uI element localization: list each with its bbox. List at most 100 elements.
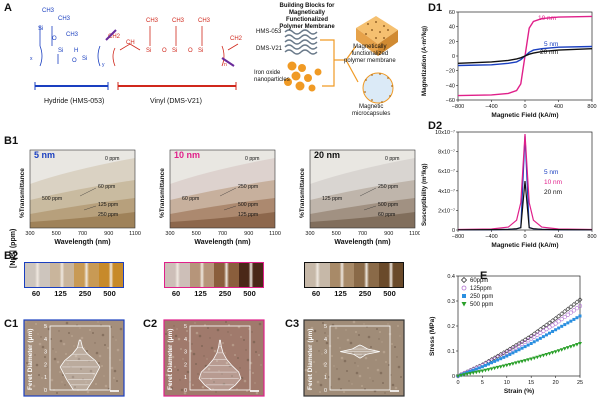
c-texture-dot	[240, 376, 244, 380]
e-marker	[568, 304, 574, 310]
c-texture-dot	[321, 353, 323, 355]
d1-y-title: Magnetization (A·m²/kg)	[421, 26, 428, 96]
e-x-tick: 25	[577, 380, 583, 386]
e-marker	[562, 314, 567, 320]
c-texture-dot	[98, 362, 100, 364]
b1-ppm-label: 500 ppm	[238, 202, 258, 208]
c-y-tick: 3	[324, 350, 327, 356]
c-texture-dot	[316, 340, 318, 342]
c-texture-dot	[258, 354, 260, 356]
e-legend-marker	[462, 294, 466, 298]
e-marker	[550, 351, 555, 355]
c-texture-dot	[322, 322, 324, 324]
c-texture-dot	[40, 336, 42, 338]
e-marker	[483, 368, 488, 373]
c-texture-dot	[44, 324, 48, 328]
c-texture-dot	[376, 328, 378, 330]
b1-ppm-label: 125 ppm	[322, 196, 342, 202]
c-texture-dot	[352, 320, 356, 324]
b1-x-tick: 1100	[129, 231, 141, 237]
e-marker	[568, 310, 573, 315]
e-marker	[565, 346, 570, 350]
b2-swatch-strip	[24, 262, 124, 288]
chem-ch3-5: CH3	[172, 18, 185, 24]
c-texture-dot	[345, 329, 347, 331]
c-texture-dot	[366, 326, 368, 328]
b1-area-3	[170, 212, 275, 228]
c-texture-dot	[95, 351, 99, 355]
b2-concentration-label: 500	[103, 289, 116, 298]
e-marker	[572, 317, 576, 321]
chem-ch3-6: CH3	[198, 18, 211, 24]
c-texture-dot	[325, 341, 329, 345]
e-marker	[483, 363, 487, 367]
b1-y-title: %Transmittance	[159, 168, 166, 218]
c-texture-dot	[213, 349, 217, 353]
c-texture-dot	[85, 381, 87, 383]
c-texture-dot	[62, 374, 64, 376]
c-y-tick: 4	[44, 337, 47, 343]
panel-label-c1: C1	[4, 318, 19, 330]
panel-c-micrographs: 0 1 2 3 4 5 Feret Diameter (μm) 0 1 2 3 4 5 Feret Dia…	[23, 319, 405, 397]
c-texture-dot	[62, 342, 66, 346]
e-marker	[474, 367, 478, 371]
c-texture-dot	[385, 361, 387, 363]
b2-swatch	[189, 263, 214, 287]
c-texture-dot	[180, 348, 182, 350]
membrane-icon	[356, 16, 398, 56]
e-marker	[562, 309, 568, 314]
b2-swatch	[74, 263, 99, 287]
c-texture-dot	[313, 329, 317, 333]
c-texture-dot	[237, 357, 239, 359]
c-texture-dot	[216, 360, 218, 362]
e-marker	[486, 368, 491, 372]
c-texture-dot	[37, 333, 39, 335]
c-texture-dot	[201, 345, 203, 347]
e-marker	[560, 324, 564, 328]
e-x-tick: 10	[504, 380, 510, 386]
c-texture-dot	[346, 370, 348, 372]
e-marker	[553, 321, 558, 326]
c-texture-dot	[327, 335, 329, 337]
e-marker	[477, 366, 481, 370]
c-y-tick: 0	[324, 388, 327, 394]
e-x-title: Strain (%)	[504, 388, 534, 395]
b2-y-title: [Nps] (ppm)	[10, 228, 17, 268]
c-texture-dot	[337, 337, 339, 339]
b2-concentration-label: 500	[243, 289, 256, 298]
c-texture-dot	[354, 362, 356, 364]
c-texture-dot	[372, 380, 374, 382]
b1-ppm-label: 250 ppm	[238, 184, 258, 190]
c-texture-dot	[313, 361, 315, 363]
b1-ppm-label: 125 ppm	[98, 202, 118, 208]
c-y-tick: 5	[44, 324, 47, 330]
b1-x-tick: 500	[332, 231, 341, 237]
c-texture-dot	[390, 374, 392, 376]
c-texture-dot	[98, 354, 102, 358]
d1-legend-item: 20 nm	[540, 49, 558, 56]
c-texture-dot	[240, 336, 242, 338]
c-texture-dot	[243, 339, 245, 341]
b1-ppm-label: 500 ppm	[42, 196, 62, 202]
d2-x-tick: 0	[523, 234, 526, 240]
c-texture-dot	[348, 380, 350, 382]
d1-legend-item: 10 nm	[538, 15, 556, 22]
c-texture-dot	[243, 379, 247, 383]
b2-swatch	[378, 263, 403, 287]
c-texture-dot	[382, 382, 384, 384]
c-texture-dot	[165, 333, 167, 335]
c-texture-dot	[188, 340, 190, 342]
e-marker	[498, 365, 503, 369]
e-marker	[459, 373, 464, 378]
c-texture-dot	[113, 369, 117, 373]
c-texture-dot	[180, 388, 184, 392]
b2-concentration-label: 500	[383, 289, 396, 298]
c-texture-dot	[46, 366, 48, 368]
chem-o-2: O	[72, 58, 77, 64]
e-marker	[537, 327, 543, 332]
e-marker	[563, 323, 567, 327]
b1-y-title: %Transmittance	[299, 168, 306, 218]
c-texture-dot	[388, 364, 390, 366]
e-marker	[514, 349, 518, 353]
